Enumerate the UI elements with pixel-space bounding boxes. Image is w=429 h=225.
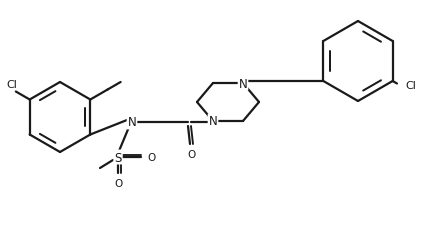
Text: O: O [187,149,195,159]
Text: Cl: Cl [405,80,416,90]
Text: N: N [239,77,248,90]
Text: O: O [147,152,155,162]
Text: Cl: Cl [6,79,17,89]
Text: N: N [127,116,136,129]
Text: N: N [208,115,218,128]
Text: O: O [114,178,122,188]
Text: S: S [114,151,122,164]
